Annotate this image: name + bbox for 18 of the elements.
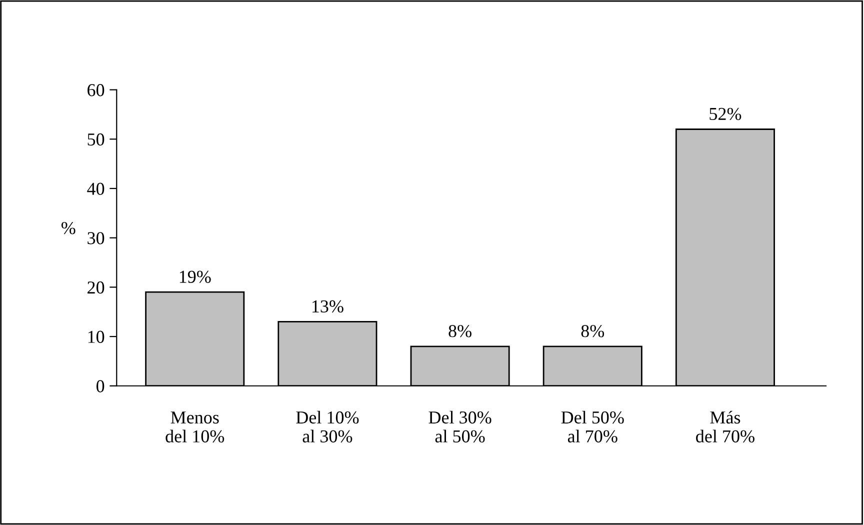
data-label: 13%	[312, 300, 344, 313]
x-tick-label: Menos del 10%	[166, 412, 224, 443]
y-tick-label: 10	[88, 330, 104, 343]
y-tick-label: 50	[88, 133, 104, 146]
y-tick-label: 20	[88, 281, 104, 294]
y-tick-label: 60	[88, 84, 104, 96]
y-tick-label: 0	[96, 380, 104, 392]
x-tick-label: Del 30% al 50%	[428, 410, 492, 443]
y-axis-title: %	[62, 222, 76, 234]
y-tick-label: 40	[87, 182, 104, 195]
data-label: 19%	[180, 270, 211, 283]
data-label: 8%	[581, 324, 604, 338]
x-tick-label: Más del 70%	[696, 410, 754, 443]
data-label: 52%	[710, 108, 742, 120]
x-tick-label: Del 50% al 70%	[561, 410, 624, 443]
data-label: 8%	[448, 324, 472, 338]
x-tick-label: Del 10% al 30%	[296, 410, 359, 443]
y-tick-label: 30	[88, 232, 104, 244]
